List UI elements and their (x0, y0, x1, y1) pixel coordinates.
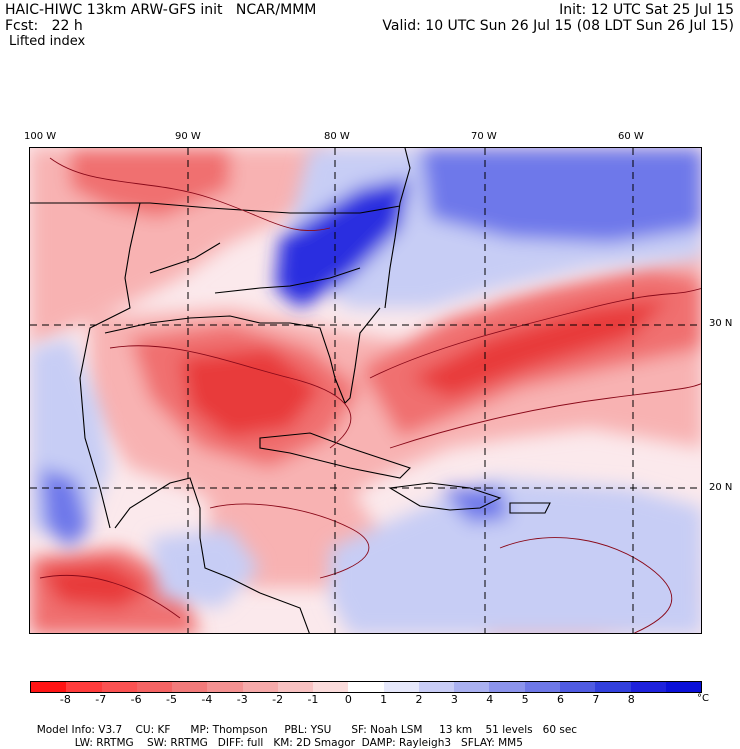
vertical-levels: 51 levels (485, 724, 533, 736)
eddy-coefficient: KM: 2D Smagor (273, 737, 355, 749)
color-scale-cell (207, 682, 243, 692)
color-scale-tick-label: 7 (592, 693, 600, 706)
color-scale-tick-label: -3 (236, 693, 248, 706)
lat-label-20n: 20 N (709, 482, 733, 493)
color-scale-cell (66, 682, 102, 692)
coastlines (30, 148, 551, 633)
color-scale-cell (242, 682, 278, 692)
lon-label-80w: 80 W (324, 131, 350, 142)
surface-layer: SFLAY: MM5 (461, 737, 523, 749)
surface-scheme: SF: Noah LSM (351, 724, 423, 736)
model-info-line-2: LW: RRTMG SW: RRTMG DIFF: full KM: 2D Sm… (68, 725, 523, 749)
diffusion-option: DIFF: full (217, 737, 264, 749)
color-scale-tick-label: -7 (95, 693, 107, 706)
color-scale-tick-label: 8 (627, 693, 635, 706)
color-scale-cell (524, 682, 560, 692)
color-scale-tick-label: -1 (307, 693, 319, 706)
color-scale-cell (136, 682, 173, 692)
color-scale-cell (418, 682, 455, 692)
lon-label-60w: 60 W (618, 131, 644, 142)
color-scale-tick-label: -2 (272, 693, 284, 706)
color-scale-tick-label: 0 (344, 693, 352, 706)
color-scale-cell (348, 682, 384, 692)
model-version: Model Info: V3.7 (36, 724, 123, 736)
microphysics-scheme: MP: Thompson (190, 724, 268, 736)
color-scale-cell (383, 682, 419, 692)
color-scale-tick-label: -5 (165, 693, 177, 706)
map-canvas (30, 148, 701, 633)
color-scale-cell (630, 682, 666, 692)
color-scale-cell (31, 682, 67, 692)
color-scale-tick-label: 4 (486, 693, 494, 706)
longwave-scheme: LW: RRTMG (74, 737, 134, 749)
lifted-index-contours (39, 157, 701, 633)
color-scale-unit: °C (697, 693, 709, 704)
model-info-line-1: Model Info: V3.7 CU: KF MP: Thompson PBL… (30, 712, 577, 736)
color-scale-cell (277, 682, 314, 692)
lat-label-30n: 30 N (709, 318, 733, 329)
color-scale-tick-label: -8 (59, 693, 71, 706)
color-scale-cell (559, 682, 596, 692)
color-scale-tick-label: 1 (380, 693, 388, 706)
color-scale-cell (172, 682, 208, 692)
grid-spacing: 13 km (439, 724, 473, 736)
field-name: Lifted index (9, 34, 86, 49)
latlon-grid (30, 148, 701, 633)
color-scale-cell (595, 682, 631, 692)
pbl-scheme: PBL: YSU (284, 724, 332, 736)
init-time: Init: 12 UTC Sat 25 Jul 15 (559, 2, 734, 18)
lifted-index-map (29, 147, 702, 634)
lon-label-100w: 100 W (24, 131, 57, 142)
lon-label-70w: 70 W (471, 131, 497, 142)
color-scale-cell (489, 682, 525, 692)
color-scale-tick-label: 6 (557, 693, 565, 706)
color-scale-tick-label: -4 (201, 693, 213, 706)
shortwave-scheme: SW: RRTMG (147, 737, 208, 749)
color-scale-tick-label: 5 (521, 693, 529, 706)
color-scale-bar (30, 681, 702, 693)
lon-label-90w: 90 W (175, 131, 201, 142)
time-step: 60 sec (542, 724, 578, 736)
color-scale-cell (101, 682, 137, 692)
forecast-hour: Fcst: 22 h (5, 18, 83, 34)
valid-time: Valid: 10 UTC Sun 26 Jul 15 (08 LDT Sun … (382, 18, 734, 34)
color-scale-tick-label: -6 (130, 693, 142, 706)
model-title: HAIC-HIWC 13km ARW-GFS init NCAR/MMM (5, 2, 317, 18)
color-scale-tick-label: 2 (415, 693, 423, 706)
color-scale-cell (454, 682, 490, 692)
color-scale-cell (313, 682, 349, 692)
cumulus-scheme: CU: KF (135, 724, 171, 736)
color-scale-cell (665, 682, 702, 692)
color-scale-tick-label: 3 (450, 693, 458, 706)
damping-option: DAMP: Rayleigh3 (361, 737, 452, 749)
